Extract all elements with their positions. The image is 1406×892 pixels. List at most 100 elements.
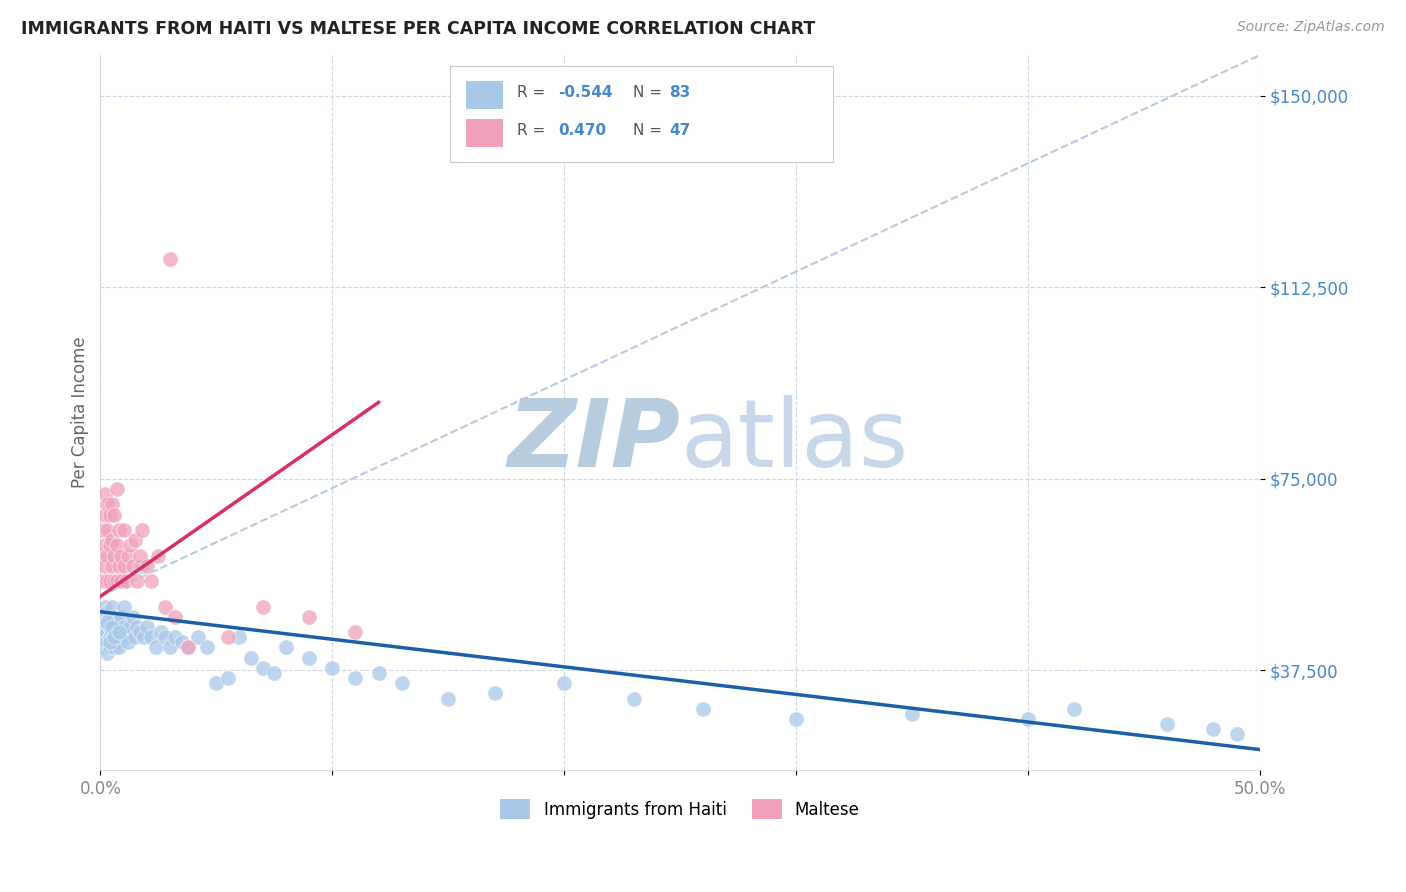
Text: 0.470: 0.470: [558, 123, 606, 138]
Point: [391, 676, 413, 690]
Point: [177, 640, 200, 655]
Point: [112, 599, 135, 614]
Point: [98, 574, 121, 588]
Point: [103, 508, 125, 522]
Point: [120, 538, 142, 552]
Text: R =: R =: [516, 85, 550, 100]
Point: [121, 558, 143, 573]
Point: [263, 665, 285, 680]
Point: [101, 533, 124, 548]
Point: [101, 635, 124, 649]
Point: [108, 558, 131, 573]
Text: N =: N =: [633, 123, 666, 138]
Point: [105, 574, 128, 588]
Point: [135, 558, 157, 573]
Point: [692, 702, 714, 716]
Point: [141, 630, 163, 644]
Point: [124, 630, 146, 644]
Point: [217, 671, 239, 685]
Point: [96, 635, 118, 649]
Point: [103, 609, 125, 624]
Point: [1202, 722, 1225, 736]
Point: [96, 615, 118, 629]
Point: [128, 549, 150, 563]
Point: [108, 523, 131, 537]
Point: [110, 625, 132, 640]
Text: Source: ZipAtlas.com: Source: ZipAtlas.com: [1237, 20, 1385, 34]
Point: [110, 574, 132, 588]
Point: [131, 523, 153, 537]
Point: [195, 640, 218, 655]
Point: [117, 635, 139, 649]
Point: [1225, 727, 1247, 741]
Point: [115, 574, 138, 588]
Point: [96, 549, 118, 563]
Point: [344, 625, 367, 640]
Point: [121, 609, 143, 624]
Bar: [465, 120, 503, 146]
Point: [101, 599, 124, 614]
Point: [117, 549, 139, 563]
Point: [217, 630, 239, 644]
Point: [134, 630, 156, 644]
Point: [94, 630, 117, 644]
Point: [1017, 712, 1039, 726]
Point: [344, 671, 367, 685]
Point: [128, 625, 150, 640]
Point: [149, 625, 172, 640]
Point: [145, 640, 167, 655]
Point: [96, 574, 118, 588]
Point: [96, 605, 118, 619]
Point: [274, 640, 297, 655]
Point: [177, 640, 200, 655]
Point: [187, 630, 209, 644]
Point: [623, 691, 645, 706]
Point: [240, 650, 263, 665]
Point: [94, 640, 117, 655]
Point: [105, 625, 128, 640]
Point: [96, 498, 118, 512]
Point: [96, 615, 118, 629]
Point: [437, 691, 460, 706]
Text: 47: 47: [669, 123, 690, 138]
Point: [298, 609, 321, 624]
Point: [553, 676, 575, 690]
Point: [110, 609, 132, 624]
Point: [101, 615, 124, 629]
Point: [112, 620, 135, 634]
Point: [98, 538, 121, 552]
Point: [91, 523, 114, 537]
Point: [112, 558, 135, 573]
Point: [98, 508, 121, 522]
Point: [163, 630, 186, 644]
Point: [252, 661, 274, 675]
Point: [101, 620, 124, 634]
Point: [101, 498, 124, 512]
Point: [367, 665, 389, 680]
Point: [96, 523, 118, 537]
Point: [108, 620, 131, 634]
Legend: Immigrants from Haiti, Maltese: Immigrants from Haiti, Maltese: [494, 792, 866, 826]
FancyBboxPatch shape: [450, 66, 834, 162]
Point: [205, 676, 228, 690]
Text: N =: N =: [633, 85, 666, 100]
Text: IMMIGRANTS FROM HAITI VS MALTESE PER CAPITA INCOME CORRELATION CHART: IMMIGRANTS FROM HAITI VS MALTESE PER CAP…: [21, 20, 815, 37]
Point: [101, 625, 124, 640]
Point: [115, 630, 138, 644]
Point: [105, 615, 128, 629]
Point: [131, 558, 153, 573]
Point: [101, 558, 124, 573]
Point: [94, 558, 117, 573]
Point: [124, 533, 146, 548]
Point: [103, 640, 125, 655]
Text: ZIP: ZIP: [508, 395, 681, 487]
Point: [148, 549, 170, 563]
Point: [108, 640, 131, 655]
Point: [321, 661, 343, 675]
Point: [98, 620, 121, 634]
Point: [94, 599, 117, 614]
Point: [91, 635, 114, 649]
Point: [98, 630, 121, 644]
Point: [103, 549, 125, 563]
Point: [94, 508, 117, 522]
